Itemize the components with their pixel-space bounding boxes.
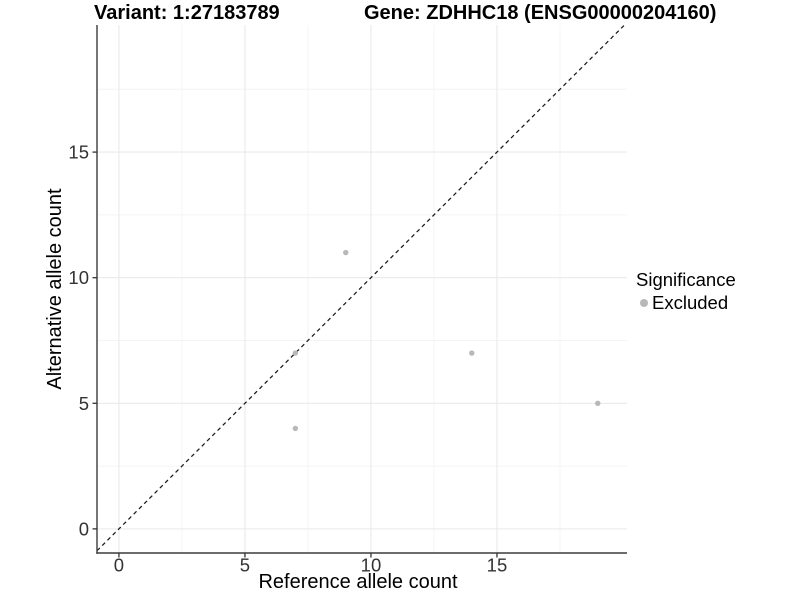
legend-title: Significance bbox=[636, 269, 736, 290]
x-tick-label: 15 bbox=[487, 555, 508, 576]
y-tick-label: 5 bbox=[79, 393, 89, 414]
legend-item-excluded: Excluded bbox=[636, 293, 736, 313]
variant-title: Variant: 1:27183789 bbox=[94, 2, 280, 24]
identity-line bbox=[97, 25, 626, 552]
data-point bbox=[595, 400, 601, 406]
y-tick-label: 15 bbox=[68, 142, 89, 163]
x-tick-label: 10 bbox=[361, 555, 382, 576]
y-tick-label: 0 bbox=[79, 518, 89, 539]
y-tick-label: 10 bbox=[68, 267, 89, 288]
data-point bbox=[343, 249, 349, 256]
data-point bbox=[292, 350, 299, 356]
legend: Significance Excluded bbox=[636, 270, 736, 313]
x-tick-label: 0 bbox=[114, 555, 124, 576]
x-axis-label: Reference allele count bbox=[258, 571, 458, 593]
y-axis-label: Alternative allele count bbox=[44, 188, 66, 390]
data-point bbox=[292, 425, 299, 432]
data-point bbox=[469, 350, 475, 356]
gene-title: Gene: ZDHHC18 (ENSG00000204160) bbox=[364, 2, 717, 24]
x-tick-label: 5 bbox=[240, 555, 250, 576]
excluded-point-icon bbox=[640, 299, 648, 307]
legend-item-label: Excluded bbox=[652, 292, 729, 313]
